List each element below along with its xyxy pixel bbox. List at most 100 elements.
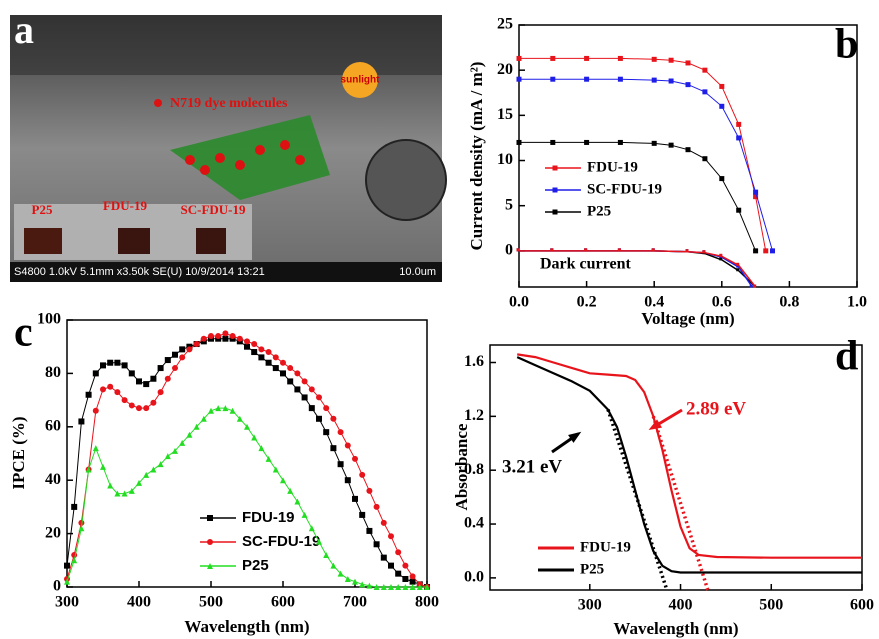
marker bbox=[308, 405, 315, 412]
marker bbox=[265, 349, 272, 356]
marker bbox=[337, 461, 344, 468]
marker bbox=[71, 503, 78, 510]
y-tick-label: 0.8 bbox=[464, 461, 484, 478]
marker bbox=[294, 498, 301, 505]
marker bbox=[265, 455, 272, 462]
marker bbox=[316, 394, 322, 401]
marker bbox=[668, 142, 674, 148]
series-line bbox=[517, 353, 862, 559]
marker bbox=[136, 405, 142, 412]
marker bbox=[516, 248, 520, 252]
marker bbox=[617, 139, 623, 145]
marker bbox=[100, 362, 106, 369]
marker bbox=[352, 455, 358, 462]
marker bbox=[143, 381, 150, 388]
y-tick-label: 15 bbox=[497, 106, 513, 123]
marker bbox=[380, 519, 387, 526]
marker bbox=[172, 447, 178, 454]
marker bbox=[92, 407, 99, 414]
marker bbox=[236, 415, 243, 422]
marker bbox=[64, 578, 70, 585]
marker bbox=[584, 55, 590, 61]
marker bbox=[552, 209, 558, 215]
x-tick-label: 0.8 bbox=[779, 294, 799, 311]
marker bbox=[316, 538, 322, 545]
marker bbox=[736, 268, 740, 272]
marker bbox=[207, 539, 213, 545]
marker bbox=[359, 581, 366, 588]
marker bbox=[352, 495, 358, 502]
marker bbox=[651, 248, 655, 252]
marker bbox=[736, 207, 742, 213]
x-tick-label: 600 bbox=[271, 594, 295, 611]
x-tick-label: 0.6 bbox=[712, 294, 732, 311]
marker bbox=[128, 370, 135, 377]
marker bbox=[280, 359, 286, 366]
arrow-head bbox=[568, 431, 582, 443]
marker bbox=[651, 56, 657, 62]
marker bbox=[157, 389, 164, 396]
marker bbox=[330, 415, 337, 422]
marker bbox=[359, 511, 366, 518]
marker bbox=[337, 429, 344, 436]
annotation: Dark current bbox=[540, 256, 631, 273]
marker bbox=[71, 557, 78, 564]
marker bbox=[150, 375, 157, 382]
marker bbox=[229, 333, 236, 340]
marker bbox=[702, 156, 708, 162]
marker bbox=[373, 541, 380, 548]
marker bbox=[128, 487, 135, 494]
legend-label: P25 bbox=[242, 557, 269, 574]
sem-image bbox=[10, 15, 447, 282]
marker bbox=[272, 466, 279, 473]
marker bbox=[550, 55, 556, 61]
y-tick-label: 0 bbox=[53, 578, 61, 595]
marker bbox=[208, 333, 214, 340]
marker bbox=[308, 386, 315, 393]
marker bbox=[409, 573, 416, 580]
marker bbox=[359, 471, 366, 478]
marker bbox=[516, 76, 522, 82]
arrow-head bbox=[648, 419, 662, 431]
marker bbox=[244, 343, 250, 350]
marker bbox=[280, 370, 286, 377]
marker bbox=[685, 147, 691, 153]
marker bbox=[107, 482, 114, 489]
marker bbox=[179, 439, 186, 446]
marker bbox=[78, 519, 85, 526]
marker bbox=[265, 359, 272, 366]
marker bbox=[287, 378, 294, 385]
marker bbox=[753, 284, 757, 288]
marker bbox=[272, 354, 279, 361]
marker bbox=[316, 415, 322, 422]
series-line bbox=[519, 78, 773, 252]
sem-scale: 10.0um bbox=[399, 266, 436, 278]
x-tick-label: 0.4 bbox=[644, 294, 664, 311]
marker bbox=[330, 445, 337, 452]
y-axis-title: Absorbance bbox=[452, 423, 471, 510]
marker bbox=[584, 76, 590, 82]
legend-label: P25 bbox=[587, 203, 611, 219]
marker bbox=[251, 349, 258, 356]
marker bbox=[617, 55, 623, 61]
marker bbox=[207, 515, 213, 521]
x-tick-label: 700 bbox=[343, 594, 367, 611]
marker bbox=[668, 78, 674, 84]
y-tick-label: 20 bbox=[497, 61, 513, 78]
marker bbox=[323, 405, 330, 412]
marker bbox=[753, 189, 759, 195]
marker bbox=[78, 418, 85, 425]
marker bbox=[193, 423, 200, 430]
marker bbox=[736, 262, 740, 266]
marker bbox=[719, 253, 723, 257]
marker bbox=[244, 423, 250, 430]
marker bbox=[702, 250, 706, 254]
marker bbox=[143, 471, 150, 478]
marker bbox=[552, 187, 558, 193]
y-tick-label: 10 bbox=[497, 151, 513, 168]
marker bbox=[287, 365, 294, 372]
plot-frame bbox=[518, 24, 858, 288]
marker bbox=[651, 140, 657, 146]
x-tick-label: 1.0 bbox=[847, 294, 867, 311]
